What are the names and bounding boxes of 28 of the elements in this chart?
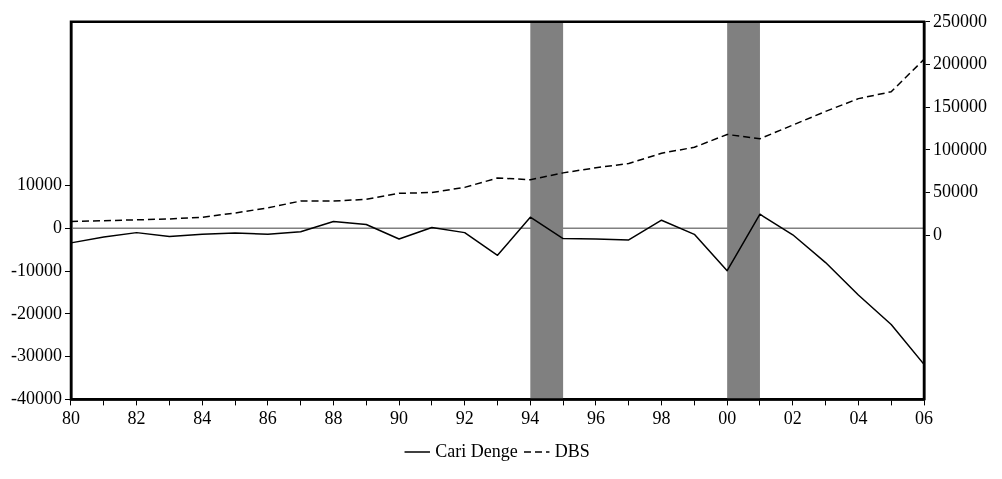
- y2-tick-label: 100000: [933, 138, 987, 159]
- y-tick-label: -30000: [10, 345, 62, 366]
- y-tick-label: -40000: [10, 388, 62, 409]
- y-tick-label: -20000: [10, 302, 62, 323]
- x-tick-label: 90: [390, 407, 409, 428]
- y2-tick-label: 150000: [933, 95, 987, 116]
- y2-tick-label: 0: [933, 223, 942, 244]
- y2-tick-label: 200000: [933, 53, 987, 74]
- y-tick-label: 10000: [16, 174, 62, 195]
- x-tick-label: 92: [455, 407, 474, 428]
- x-tick-label: 80: [61, 407, 80, 428]
- x-tick-label: 88: [324, 407, 343, 428]
- x-tick-label: 94: [521, 407, 540, 428]
- x-tick-label: 98: [652, 407, 671, 428]
- y2-tick-label: 50000: [933, 181, 978, 202]
- x-tick-label: 86: [258, 407, 277, 428]
- y-tick-label: -10000: [10, 259, 62, 280]
- x-tick-label: 04: [849, 407, 868, 428]
- y2-tick-label: 250000: [933, 10, 987, 31]
- x-tick-label: 84: [193, 407, 212, 428]
- x-tick-label: 00: [718, 407, 737, 428]
- x-tick-label: 06: [915, 407, 933, 428]
- x-tick-label: 96: [586, 407, 605, 428]
- x-tick-label: 02: [783, 407, 802, 428]
- x-tick-label: 82: [127, 407, 146, 428]
- y-tick-label: 0: [52, 217, 62, 238]
- legend-label: DBS: [554, 440, 590, 461]
- legend-label: Cari Denge: [435, 440, 518, 461]
